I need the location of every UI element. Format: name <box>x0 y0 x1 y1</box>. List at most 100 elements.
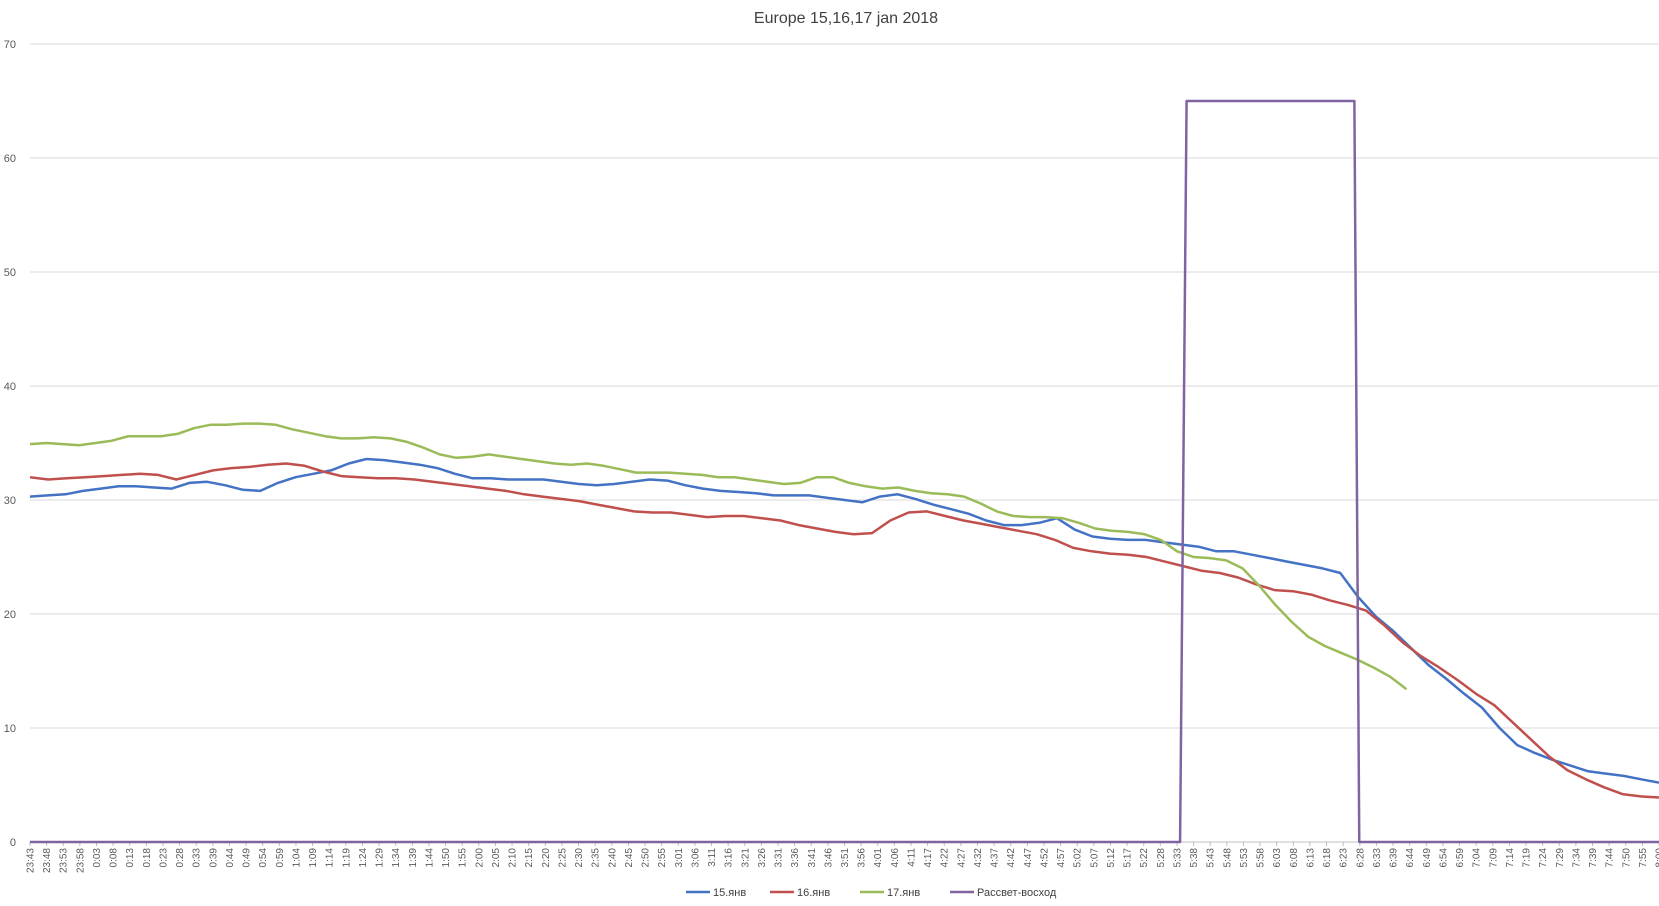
x-tick-label: 2:15 <box>524 848 535 868</box>
x-tick-label: 2:20 <box>541 848 552 868</box>
x-tick-label: 7:14 <box>1505 848 1516 868</box>
legend: 15.янв 16.янв 17.янв Рассвет-восход <box>686 887 1057 899</box>
x-tick-label: 6:08 <box>1289 848 1300 868</box>
x-tick-label: 7:39 <box>1588 848 1599 868</box>
y-tick-label: 70 <box>4 39 16 51</box>
x-tick-label: 23:53 <box>59 848 70 873</box>
x-tick-label: 0:03 <box>92 848 103 868</box>
x-tick-label: 2:00 <box>474 848 485 868</box>
x-tick-label: 2:40 <box>607 848 618 868</box>
x-tick-label: 3:51 <box>840 848 851 868</box>
x-tick-label: 5:17 <box>1123 848 1134 868</box>
x-tick-label: 5:02 <box>1073 848 1084 868</box>
x-tick-label: 6:44 <box>1405 848 1416 868</box>
x-tick-label: 6:28 <box>1355 848 1366 868</box>
x-tick-label: 0:33 <box>192 848 203 868</box>
x-tick-label: 5:53 <box>1239 848 1250 868</box>
x-tick-label: 0:39 <box>208 848 219 868</box>
x-tick-label: 5:28 <box>1156 848 1167 868</box>
x-tick-label: 1:04 <box>291 848 302 868</box>
x-tick-label: 0:59 <box>275 848 286 868</box>
x-tick-label: 0:08 <box>109 848 120 868</box>
x-tick-label: 0:44 <box>225 848 236 868</box>
x-tick-label: 2:10 <box>508 848 519 868</box>
x-tick-label: 6:18 <box>1322 848 1333 868</box>
x-tick-label: 0:23 <box>158 848 169 868</box>
x-tick-label: 6:13 <box>1305 848 1316 868</box>
x-tick-label: 5:33 <box>1172 848 1183 868</box>
series-line-2 <box>29 422 1408 691</box>
x-tick-label: 0:54 <box>258 848 269 868</box>
x-tick-label: 2:45 <box>624 848 635 868</box>
x-tick-label: 7:24 <box>1538 848 1549 868</box>
x-tick-label: 1:29 <box>375 848 386 868</box>
legend-label: 16.янв <box>797 887 830 899</box>
x-tick-label: 4:57 <box>1056 848 1067 868</box>
x-tick-label: 2:55 <box>657 848 668 868</box>
chart-title: Europe 15,16,17 jan 2018 <box>754 10 938 27</box>
x-tick-label: 23:43 <box>26 848 37 873</box>
y-tick-label: 40 <box>4 381 16 393</box>
x-tick-label: 3:31 <box>774 848 785 868</box>
x-tick-label: 4:52 <box>1039 848 1050 868</box>
x-tick-label: 7:09 <box>1488 848 1499 868</box>
x-tick-label: 3:11 <box>707 848 718 867</box>
x-tick-label: 3:46 <box>823 848 834 868</box>
series-line-1 <box>29 462 1659 799</box>
y-tick-label: 50 <box>4 267 16 279</box>
x-tick-label: 5:38 <box>1189 848 1200 868</box>
x-tick-label: 7:44 <box>1605 848 1616 868</box>
x-tick-label: 3:26 <box>757 848 768 868</box>
x-tick-label: 2:05 <box>491 848 502 868</box>
x-tick-label: 5:48 <box>1222 848 1233 868</box>
x-tick-label: 4:37 <box>990 848 1001 868</box>
x-tick-label: 1:55 <box>458 848 469 868</box>
x-tick-label: 4:47 <box>1023 848 1034 868</box>
x-tick-label: 0:13 <box>125 848 136 868</box>
x-tick-label: 6:49 <box>1422 848 1433 868</box>
y-axis-ticks: 0 10 20 30 40 50 60 70 <box>4 39 16 849</box>
series-line-0 <box>29 457 1659 784</box>
legend-label: 15.янв <box>713 887 746 899</box>
x-tick-label: 6:39 <box>1389 848 1400 868</box>
x-tick-label: 0:28 <box>175 848 186 868</box>
x-tick-label: 1:09 <box>308 848 319 868</box>
x-axis-ticks: 23:43 23:48 23:53 23:58 0:03 0:08 0:13 0:18 0:23… <box>26 842 1659 873</box>
x-tick-label: 4:27 <box>956 848 967 868</box>
x-tick-label: 8:00 <box>1655 848 1659 868</box>
x-tick-label: 4:11 <box>906 848 917 867</box>
x-tick-label: 7:29 <box>1555 848 1566 868</box>
x-tick-label: 1:39 <box>408 848 419 868</box>
x-tick-label: 4:32 <box>973 848 984 868</box>
x-tick-label: 3:41 <box>807 848 818 868</box>
x-tick-label: 3:36 <box>790 848 801 868</box>
x-tick-label: 6:54 <box>1438 848 1449 868</box>
x-tick-label: 7:34 <box>1571 848 1582 868</box>
x-tick-label: 4:01 <box>873 848 884 868</box>
legend-label: Рассвет-восход <box>977 887 1057 899</box>
x-tick-label: 0:18 <box>142 848 153 868</box>
series-lines <box>29 99 1659 844</box>
x-tick-label: 5:22 <box>1139 848 1150 868</box>
legend-label: 17.янв <box>887 887 920 899</box>
x-tick-label: 6:33 <box>1372 848 1383 868</box>
x-tick-label: 23:48 <box>42 848 53 873</box>
x-tick-label: 4:22 <box>940 848 951 868</box>
y-tick-label: 60 <box>4 153 16 165</box>
x-tick-label: 7:19 <box>1522 848 1533 868</box>
x-tick-label: 4:06 <box>890 848 901 868</box>
x-tick-label: 6:03 <box>1272 848 1283 868</box>
x-tick-label: 3:01 <box>674 848 685 868</box>
x-tick-label: 1:50 <box>441 848 452 868</box>
x-tick-label: 1:24 <box>358 848 369 868</box>
gridlines <box>30 43 1659 843</box>
x-tick-label: 2:35 <box>591 848 602 868</box>
x-tick-label: 3:16 <box>724 848 735 868</box>
x-tick-label: 4:42 <box>1006 848 1017 868</box>
x-tick-label: 5:07 <box>1089 848 1100 868</box>
y-tick-label: 0 <box>10 837 16 849</box>
x-tick-label: 3:56 <box>857 848 868 868</box>
x-tick-label: 6:59 <box>1455 848 1466 868</box>
x-tick-label: 2:25 <box>557 848 568 868</box>
